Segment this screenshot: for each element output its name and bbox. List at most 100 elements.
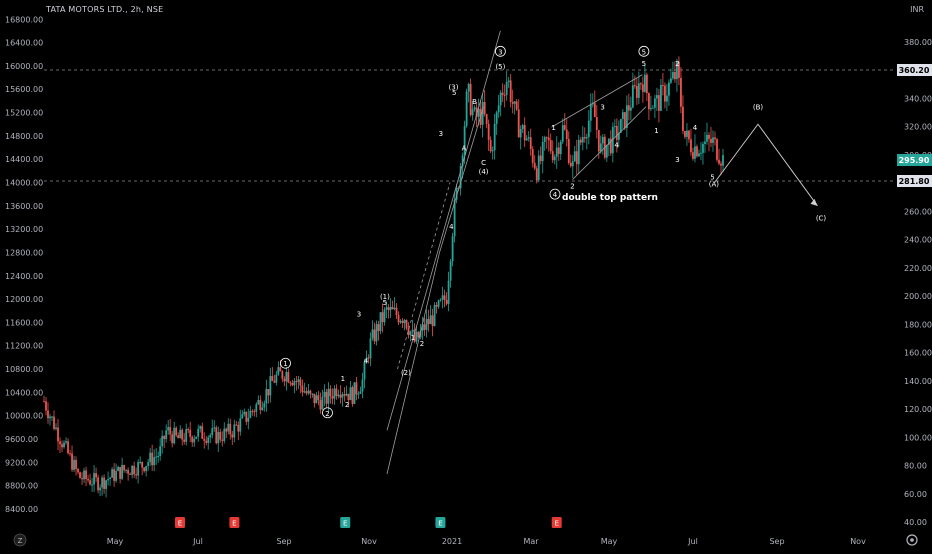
candle-body (477, 108, 480, 117)
candle-body (333, 388, 336, 399)
wave-label: 4 (614, 142, 619, 150)
candle-body (73, 459, 75, 470)
candle-body (449, 261, 452, 281)
candle-body (177, 435, 180, 439)
candle-body (481, 101, 484, 125)
candle-body (181, 429, 184, 440)
candle-body (463, 125, 466, 156)
gear-icon (906, 534, 918, 546)
candle-body (131, 465, 134, 475)
candle-body (487, 123, 490, 140)
candle-body (465, 91, 468, 126)
candle-body (601, 136, 604, 144)
candle-body (720, 163, 722, 166)
candle-body (89, 480, 91, 485)
left-axis-tick: 12800.00 (5, 248, 43, 257)
candle-body (55, 427, 57, 429)
candle-body (415, 331, 418, 342)
candle-body (710, 138, 712, 143)
candle-body (183, 439, 186, 442)
x-axis-tick: Jul (192, 537, 203, 546)
candle-body (706, 134, 708, 142)
wave-label: 2 (570, 182, 574, 190)
candle-body (551, 151, 554, 161)
candle-body (403, 320, 406, 324)
candle-body (641, 84, 644, 92)
left-axis-tick: 9200.00 (5, 458, 38, 467)
candle-body (259, 399, 262, 411)
left-axis-tick: 9600.00 (5, 435, 38, 444)
candle-body (447, 280, 450, 304)
candle-body (485, 114, 488, 124)
candle-body (545, 137, 548, 139)
x-axis-tick: Sep (769, 537, 784, 546)
right-axis-tick: 180.00 (904, 320, 932, 329)
candle-body (519, 129, 522, 138)
left-axis-tick: 8800.00 (5, 482, 38, 491)
candle-body (633, 85, 636, 87)
right-axis-tick: 220.00 (904, 264, 932, 273)
left-axis-tick: 12000.00 (5, 295, 43, 304)
candle-body (589, 104, 592, 121)
wave-label: (A) (709, 181, 720, 189)
wave-label: 4 (693, 124, 698, 132)
candle-body (690, 139, 692, 153)
right-axis-tick: 140.00 (904, 377, 932, 386)
candle-body (387, 307, 390, 311)
candle-body (660, 85, 662, 111)
candle-body (495, 112, 498, 124)
candle-body (45, 401, 47, 411)
candle-body (441, 295, 444, 300)
left-axis-tick: 14800.00 (5, 132, 43, 141)
candle-body (700, 152, 702, 154)
candle-body (483, 101, 486, 115)
candle-body (623, 112, 626, 129)
candle-body (571, 161, 574, 167)
candle-body (385, 307, 388, 310)
candle-body (597, 129, 600, 152)
candle-body (77, 468, 79, 473)
candle-body (513, 101, 516, 104)
candle-body (211, 428, 214, 436)
candle-body (591, 103, 594, 105)
candle-body (541, 141, 544, 162)
candle-body (658, 95, 660, 111)
candle-body (119, 466, 122, 479)
candle-body (429, 315, 432, 325)
candle-body (171, 434, 174, 444)
left-axis-tick: 11600.00 (5, 318, 43, 327)
channel-line (551, 74, 643, 128)
candle-body (461, 155, 464, 167)
candle-body (645, 74, 648, 94)
candle-body (631, 85, 634, 108)
candle-body (51, 416, 53, 418)
candle-body (239, 418, 242, 432)
candle-body (535, 168, 538, 181)
left-axis-tick: 10000.00 (5, 412, 43, 421)
candle-body (335, 388, 338, 397)
right-axis-tick: 240.00 (904, 236, 932, 245)
left-axis-tick: 15200.00 (5, 109, 43, 118)
candle-body (115, 471, 118, 481)
candle-body (507, 80, 510, 82)
currency-label[interactable]: INR (910, 5, 924, 14)
candle-body (407, 328, 410, 336)
candle-body (475, 107, 478, 117)
channel-line (439, 106, 484, 253)
candle-body (651, 107, 654, 109)
candles-group (43, 56, 724, 498)
right-axis-tick: 40.00 (904, 518, 927, 527)
candle-body (83, 470, 85, 480)
candle-body (427, 318, 430, 325)
candle-body (471, 109, 474, 116)
wave-label-circle (549, 188, 561, 200)
candle-body (167, 427, 170, 431)
candle-body (367, 357, 370, 359)
candle-body (153, 457, 156, 466)
candle-body (57, 427, 59, 442)
candle-body (327, 388, 330, 404)
candle-body (299, 379, 302, 386)
candle-body (209, 435, 212, 438)
